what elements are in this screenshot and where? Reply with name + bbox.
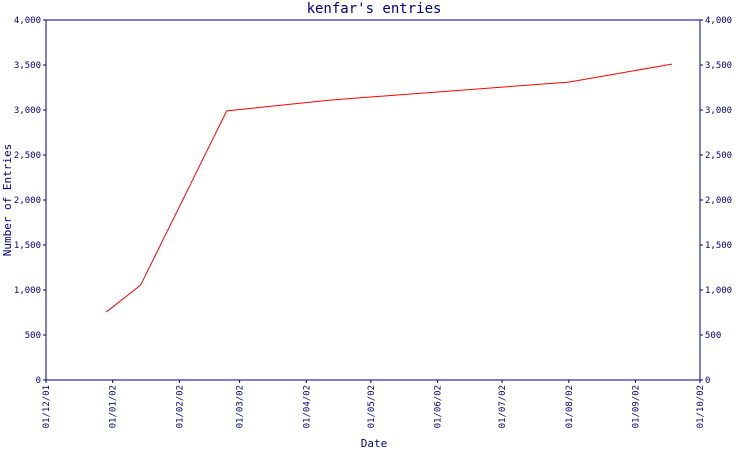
y-tick-label: 1,500 <box>14 241 41 251</box>
y2-tick-label: 3,000 <box>705 106 732 116</box>
x-tick-label: 01/05/02 <box>367 385 377 428</box>
y-axis-label: Number of Entries <box>1 144 14 257</box>
x-tick-label: 01/01/02 <box>109 385 119 428</box>
x-tick-label: 01/06/02 <box>434 385 444 428</box>
y-tick-label: 3,500 <box>14 61 41 71</box>
y2-tick-label: 2,000 <box>705 196 732 206</box>
y-tick-label: 500 <box>25 331 41 341</box>
y-tick-label: 0 <box>36 376 41 386</box>
y2-tick-label: 3,500 <box>705 61 732 71</box>
y2-tick-label: 0 <box>705 376 710 386</box>
y2-tick-label: 500 <box>705 331 721 341</box>
y-tick-label: 4,000 <box>14 16 41 26</box>
x-tick-label: 01/07/02 <box>498 385 508 428</box>
y2-tick-label: 1,500 <box>705 241 732 251</box>
y2-tick-label: 4,000 <box>705 16 732 26</box>
data-line <box>105 63 673 313</box>
x-tick-label: 01/03/02 <box>236 385 246 428</box>
y-tick-label: 2,500 <box>14 151 41 161</box>
y-tick-label: 1,000 <box>14 286 41 296</box>
x-tick-label: 01/09/02 <box>631 385 641 428</box>
y-tick-label: 2,000 <box>14 196 41 206</box>
x-tick-label: 01/02/02 <box>175 385 185 428</box>
x-tick-label: 01/10/02 <box>696 385 706 428</box>
x-axis-label: Date <box>361 437 388 450</box>
x-tick-label: 01/12/01 <box>42 385 52 428</box>
y-tick-label: 3,000 <box>14 106 41 116</box>
plot-frame <box>45 19 701 381</box>
chart-title: kenfar's entries <box>307 1 442 17</box>
y2-tick-label: 1,000 <box>705 286 732 296</box>
x-tick-label: 01/08/02 <box>565 385 575 428</box>
x-tick-label: 01/04/02 <box>302 385 312 428</box>
y2-tick-label: 2,500 <box>705 151 732 161</box>
